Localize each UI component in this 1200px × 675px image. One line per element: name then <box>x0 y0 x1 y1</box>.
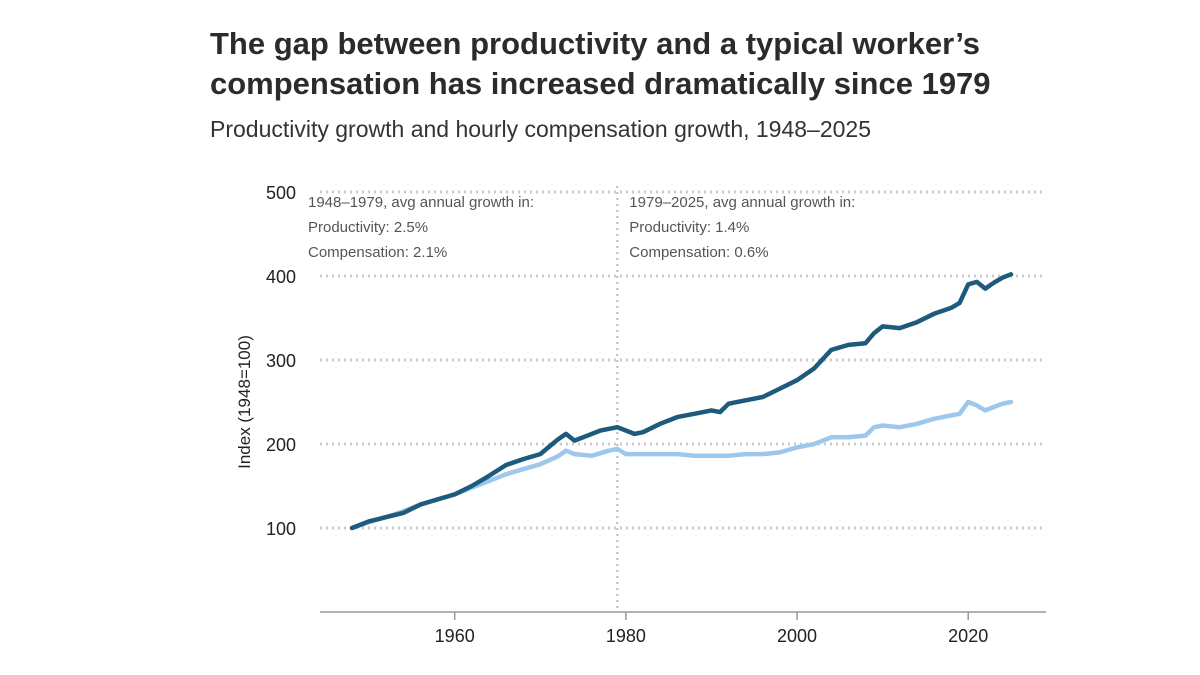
y-tick-label: 500 <box>266 183 296 203</box>
y-tick-label: 300 <box>266 351 296 371</box>
series-line-compensation <box>349 399 1014 531</box>
annotation-line: Productivity: 1.4% <box>629 219 749 236</box>
annotation-line: Productivity: 2.5% <box>308 219 428 236</box>
x-tick-label: 2000 <box>777 626 817 646</box>
annotation-line: 1979–2025, avg annual growth in: <box>629 194 855 211</box>
chart-subtitle: Productivity growth and hourly compensat… <box>210 116 872 142</box>
x-tick-label: 1960 <box>435 626 475 646</box>
series-line-productivity <box>349 272 1014 531</box>
x-tick-label: 1980 <box>606 626 646 646</box>
y-axis-label: Index (1948=100) <box>235 335 254 469</box>
y-tick-label: 200 <box>266 435 296 455</box>
y-tick-label: 100 <box>266 519 296 539</box>
y-tick-label: 400 <box>266 267 296 287</box>
annotation-line: Compensation: 0.6% <box>629 244 768 261</box>
x-tick-label: 2020 <box>948 626 988 646</box>
annotation-line: 1948–1979, avg annual growth in: <box>308 194 534 211</box>
annotation-line: Compensation: 2.1% <box>308 244 447 261</box>
chart-title: The gap between productivity and a typic… <box>210 26 991 101</box>
